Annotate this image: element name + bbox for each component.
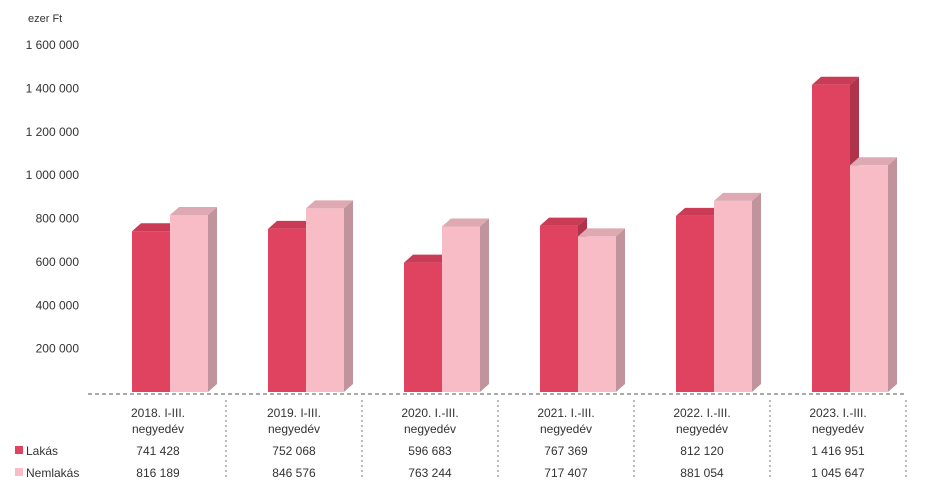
x-tick-label: negyedév [268, 422, 320, 436]
x-tick-label: 2023. I.-III. [809, 406, 866, 420]
x-tick-label: 2020. I.-III. [401, 406, 458, 420]
bar-nemlakás [850, 157, 897, 392]
data-label-nemlakás: 816 189 [136, 466, 180, 480]
data-label-lakás: 1 416 951 [811, 444, 865, 458]
x-tick-label: negyedév [132, 422, 184, 436]
data-label-nemlakás: 1 045 647 [811, 466, 865, 480]
y-tick-label: 200 000 [36, 342, 80, 356]
x-tick-label: negyedév [404, 422, 456, 436]
data-label-lakás: 741 428 [136, 444, 180, 458]
x-tick-label: 2021. I.-III. [537, 406, 594, 420]
legend-item-nemlakás: Nemlakás [15, 466, 79, 480]
y-axis: ezer Ft 200 000 400 000 600 000 800 000 1 00… [26, 13, 905, 395]
data-label-nemlakás: 846 576 [272, 466, 316, 480]
data-label-lakás: 596 683 [408, 444, 452, 458]
data-label-lakás: 767 369 [544, 444, 588, 458]
x-tick-label: negyedév [676, 422, 728, 436]
legend-label: Nemlakás [26, 466, 79, 480]
bar-nemlakás [578, 228, 625, 392]
data-label-nemlakás: 881 054 [680, 466, 724, 480]
x-tick-label: negyedév [540, 422, 592, 436]
y-tick-label: 400 000 [36, 298, 80, 312]
legend-swatch [15, 446, 23, 454]
y-tick-label: 1 600 000 [26, 38, 80, 52]
y-tick-label: 1 400 000 [26, 81, 80, 95]
bars-group [132, 76, 897, 392]
bar-nemlakás [306, 200, 353, 392]
y-tick-label: 800 000 [36, 212, 80, 226]
x-tick-label: negyedév [812, 422, 864, 436]
y-axis-unit-label: ezer Ft [28, 13, 62, 25]
legend-swatch [15, 468, 23, 476]
bar-nemlakás [714, 192, 761, 392]
y-tick-label: 1 200 000 [26, 125, 80, 139]
legend-label: Lakás [26, 444, 58, 458]
data-label-nemlakás: 763 244 [408, 466, 452, 480]
data-table: 2018. I-III. negyedév 2019. I-III. negyedév… [15, 400, 907, 480]
bar-nemlakás [170, 206, 217, 392]
x-tick-label: 2019. I-III. [267, 406, 321, 420]
bar-nemlakás [442, 218, 489, 392]
x-tick-label: 2022. I.-III. [673, 406, 730, 420]
data-label-lakás: 812 120 [680, 444, 724, 458]
legend-item-lakás: Lakás [15, 444, 58, 458]
data-label-nemlakás: 717 407 [544, 466, 588, 480]
data-label-lakás: 752 068 [272, 444, 316, 458]
y-tick-label: 1 000 000 [26, 168, 80, 182]
x-tick-label: 2018. I-III. [131, 406, 185, 420]
y-tick-label: 600 000 [36, 255, 80, 269]
